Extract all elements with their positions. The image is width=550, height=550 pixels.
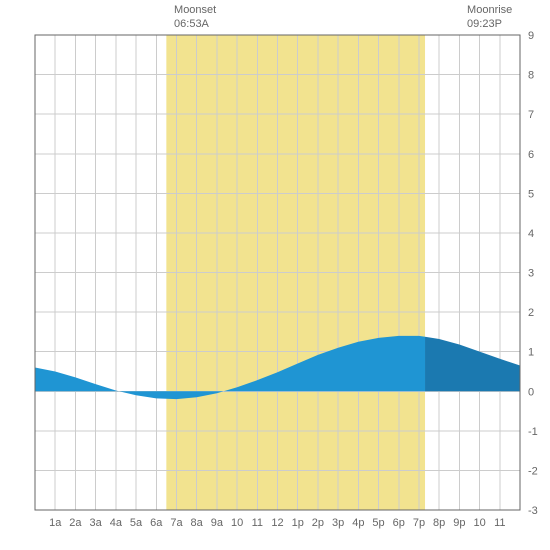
svg-text:8: 8 (528, 70, 534, 82)
svg-text:1p: 1p (292, 517, 304, 529)
svg-text:1a: 1a (49, 517, 62, 529)
svg-text:12: 12 (271, 517, 283, 529)
svg-text:4a: 4a (110, 517, 123, 529)
svg-text:5: 5 (528, 188, 534, 200)
svg-text:5p: 5p (372, 517, 384, 529)
tide-area-dark (425, 337, 520, 391)
moonset-label: Moonset 06:53A (174, 3, 216, 31)
svg-text:6: 6 (528, 149, 534, 161)
svg-text:6p: 6p (393, 517, 405, 529)
chart-svg: -3-2-10123456789 1a2a3a4a5a6a7a8a9a10111… (0, 0, 550, 550)
svg-text:10: 10 (231, 517, 243, 529)
svg-text:4: 4 (528, 228, 534, 240)
tide-chart: Moonset 06:53A Moonrise 09:23P -3-2-1012… (0, 0, 550, 550)
svg-text:7a: 7a (170, 517, 183, 529)
svg-text:9a: 9a (211, 517, 224, 529)
moonset-name: Moonset (174, 3, 216, 17)
svg-text:3a: 3a (90, 517, 103, 529)
svg-text:9p: 9p (453, 517, 465, 529)
svg-text:8p: 8p (433, 517, 445, 529)
svg-text:11: 11 (252, 517, 263, 529)
svg-text:3p: 3p (332, 517, 344, 529)
svg-text:7: 7 (528, 109, 534, 121)
svg-text:-1: -1 (528, 426, 538, 438)
y-axis-ticks: -3 -2 -1 0 1 2 3 4 5 6 7 8 9 (528, 30, 538, 517)
svg-text:9: 9 (528, 30, 534, 42)
x-axis-ticks: 1a 2a 3a 4a 5a 6a 7a 8a 9a 10 11 12 1p 2p 3p 4p 5p 6p 7p 8p… (49, 517, 505, 529)
svg-text:3: 3 (528, 268, 534, 280)
svg-text:6a: 6a (150, 517, 163, 529)
svg-text:4p: 4p (352, 517, 364, 529)
svg-text:1: 1 (528, 347, 534, 359)
moonrise-label: Moonrise 09:23P (467, 3, 512, 31)
grid (35, 35, 520, 510)
svg-text:11: 11 (494, 517, 505, 529)
svg-text:-2: -2 (528, 465, 538, 477)
svg-text:8a: 8a (191, 517, 204, 529)
moonset-time: 06:53A (174, 17, 216, 31)
svg-text:5a: 5a (130, 517, 143, 529)
moonrise-name: Moonrise (467, 3, 512, 17)
svg-text:2: 2 (528, 307, 534, 319)
svg-text:-3: -3 (528, 505, 538, 517)
svg-text:10: 10 (473, 517, 485, 529)
svg-text:0: 0 (528, 386, 534, 398)
svg-text:2p: 2p (312, 517, 324, 529)
svg-text:7p: 7p (413, 517, 425, 529)
moonrise-time: 09:23P (467, 17, 512, 31)
svg-text:2a: 2a (69, 517, 82, 529)
